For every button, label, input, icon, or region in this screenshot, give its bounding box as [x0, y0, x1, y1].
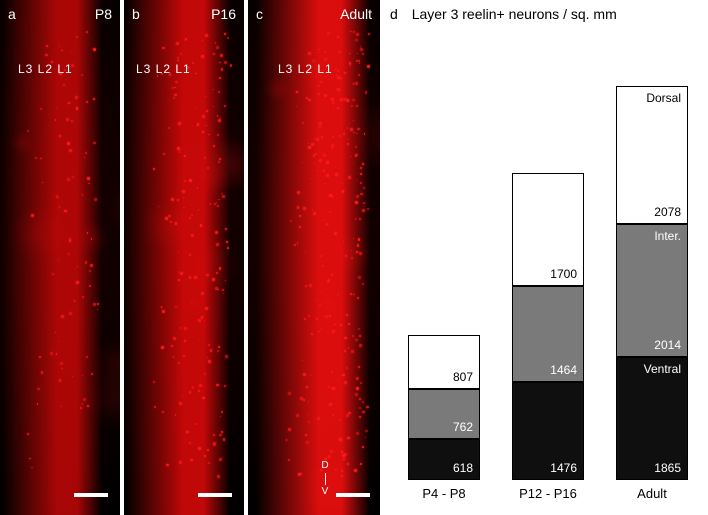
panel-b-letter: b — [132, 6, 140, 22]
seg-inter-adult: 2014 Inter. — [616, 224, 688, 357]
dv-bar — [325, 473, 326, 485]
figure-root: a P8 L3 L2 L1 b P16 L3 L2 L1 c Adult L3 … — [0, 0, 708, 515]
panel-c-letter: c — [256, 6, 263, 22]
bar-group-p4p8: 618 762 807 — [408, 335, 480, 480]
panel-b-layer-labels: L3 L2 L1 — [136, 62, 191, 76]
seg-dorsal-p12p16: 1700 — [512, 173, 584, 285]
chart-title-text: Layer 3 reelin+ neurons / sq. mm — [412, 6, 617, 22]
xlabel-adult: Adult — [602, 486, 702, 501]
panel-b-scalebar — [198, 493, 232, 497]
bar-group-p12p16: 1476 1464 1700 — [512, 173, 584, 480]
micro-panel-b: b P16 L3 L2 L1 — [124, 0, 244, 515]
catlabel-ventral: Ventral — [644, 362, 681, 376]
panel-c-scalebar — [336, 493, 370, 497]
micro-panel-a: a P8 L3 L2 L1 — [0, 0, 120, 515]
val-inter-p12p16: 1464 — [550, 363, 577, 377]
val-ventral-p12p16: 1476 — [550, 461, 577, 475]
chart-panel-d: d Layer 3 reelin+ neurons / sq. mm 618 76… — [384, 0, 708, 515]
dv-v-label: V — [318, 487, 332, 497]
panel-c-age: Adult — [340, 6, 372, 22]
panel-b-age: P16 — [211, 6, 236, 22]
bars-region: 618 762 807 1476 1464 1700 1865 Ventral 2014 Inte… — [384, 70, 708, 480]
seg-inter-p12p16: 1464 — [512, 286, 584, 383]
panel-a-layer-labels: L3 L2 L1 — [18, 62, 73, 76]
seg-ventral-p4p8: 618 — [408, 439, 480, 480]
val-dorsal-p12p16: 1700 — [550, 267, 577, 281]
panel-d-letter: d — [390, 6, 398, 22]
xlabel-p12p16: P12 - P16 — [498, 486, 598, 501]
seg-dorsal-p4p8: 807 — [408, 335, 480, 388]
val-inter-adult: 2014 — [654, 338, 681, 352]
micro-panel-c-inner — [248, 0, 380, 515]
panel-c-layer-labels: L3 L2 L1 — [278, 62, 333, 76]
bar-group-adult: 1865 Ventral 2014 Inter. 2078 Dorsal — [616, 86, 688, 480]
xlabel-p4p8: P4 - P8 — [394, 486, 494, 501]
panel-a-age: P8 — [95, 6, 112, 22]
val-inter-p4p8: 762 — [453, 420, 473, 434]
val-ventral-p4p8: 618 — [453, 461, 473, 475]
micro-panel-a-inner — [0, 0, 120, 515]
seg-dorsal-adult: 2078 Dorsal — [616, 86, 688, 223]
micro-panel-b-inner — [124, 0, 244, 515]
val-dorsal-adult: 2078 — [654, 205, 681, 219]
seg-inter-p4p8: 762 — [408, 389, 480, 439]
seg-ventral-adult: 1865 Ventral — [616, 357, 688, 480]
micro-panel-c: c Adult L3 L2 L1 D V — [248, 0, 380, 515]
panel-c-dv-marker: D V — [318, 461, 332, 497]
val-ventral-adult: 1865 — [654, 461, 681, 475]
chart-title: d Layer 3 reelin+ neurons / sq. mm — [390, 6, 617, 22]
catlabel-inter: Inter. — [654, 229, 681, 243]
panel-a-scalebar — [74, 493, 108, 497]
val-dorsal-p4p8: 807 — [453, 370, 473, 384]
panel-a-letter: a — [8, 6, 16, 22]
seg-ventral-p12p16: 1476 — [512, 382, 584, 480]
catlabel-dorsal: Dorsal — [646, 91, 681, 105]
dv-d-label: D — [318, 461, 332, 471]
